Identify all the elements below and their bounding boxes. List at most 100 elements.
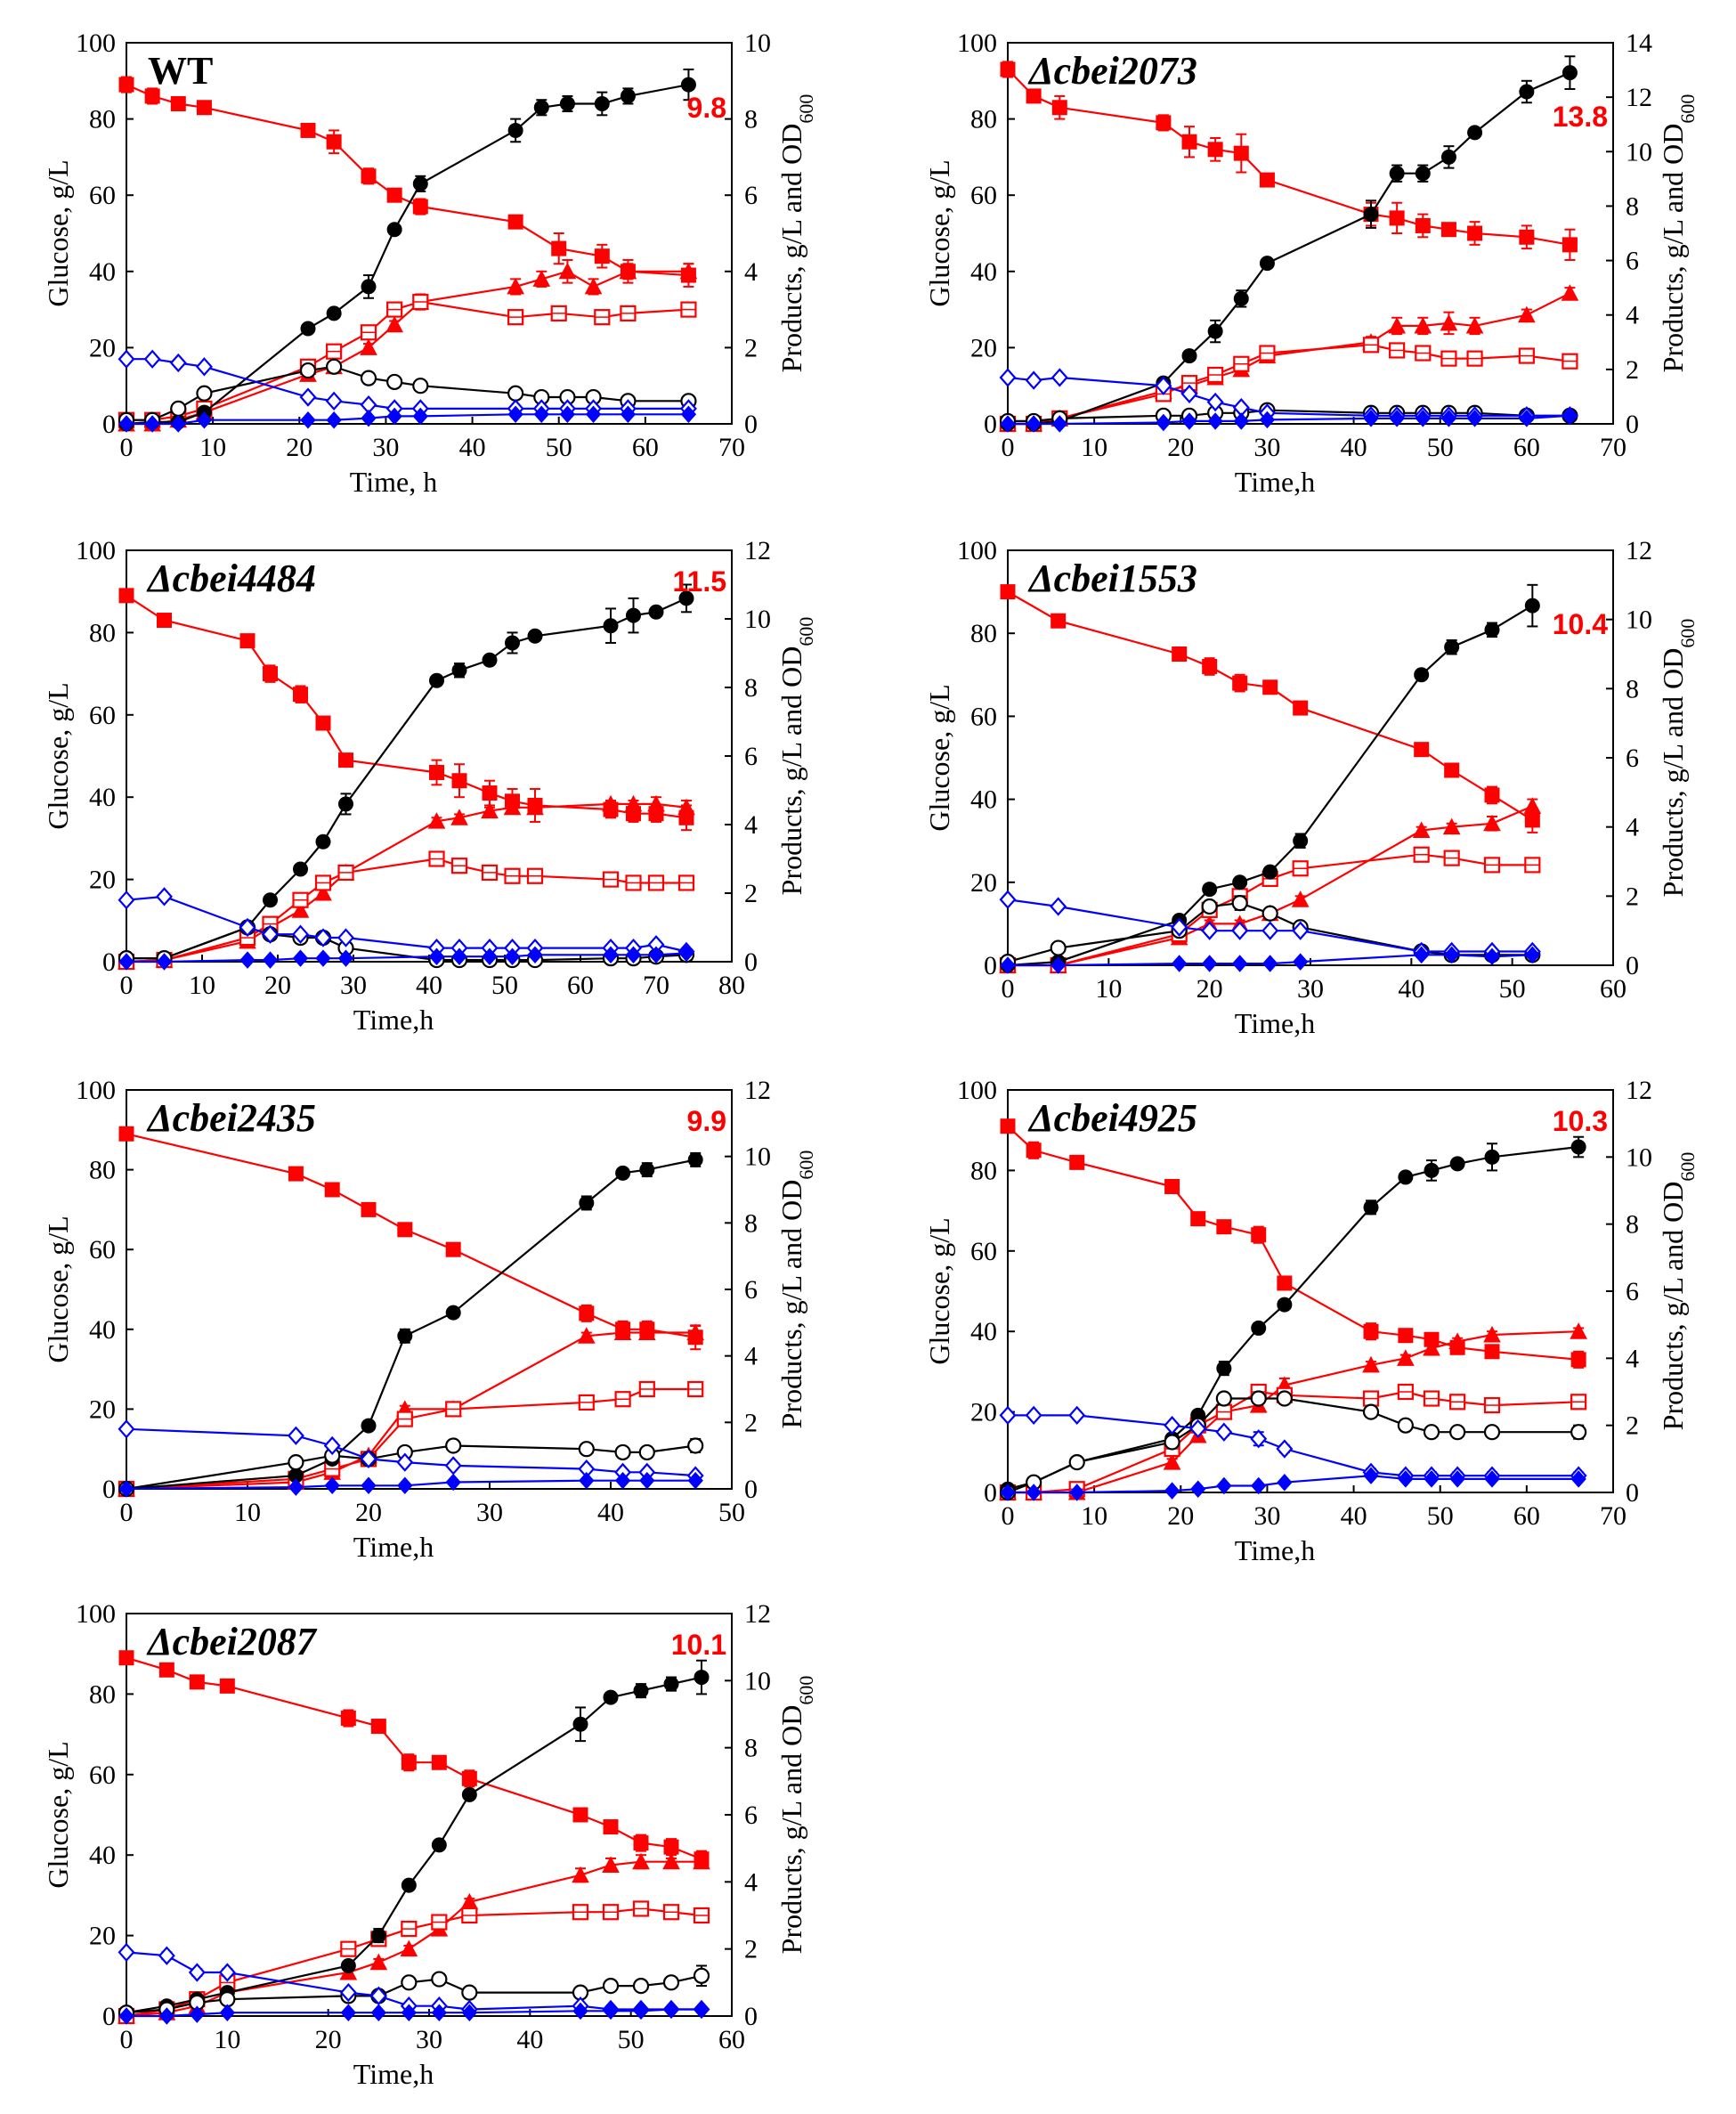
data-point <box>1251 1476 1267 1495</box>
x-tick-label: 10 <box>1081 433 1107 462</box>
data-point <box>158 1662 174 1678</box>
data-point <box>1293 700 1309 716</box>
data-point <box>1397 1417 1414 1434</box>
data-point <box>189 1674 205 1690</box>
data-point <box>503 798 522 816</box>
plot-frame <box>1007 42 1614 425</box>
data-point <box>481 801 499 819</box>
data-point <box>572 1716 588 1732</box>
x-axis-label: Time, h <box>350 466 437 498</box>
x-tick-label: 60 <box>1513 433 1540 462</box>
data-point <box>663 2000 679 2019</box>
data-point <box>1389 210 1405 226</box>
data-point <box>401 2004 418 2021</box>
data-point <box>397 1328 413 1344</box>
data-point <box>1413 946 1430 964</box>
data-point <box>507 122 523 138</box>
data-point <box>188 1963 206 1982</box>
strain-label: Δcbei2435 <box>146 1096 316 1140</box>
data-point <box>1484 787 1500 803</box>
data-point <box>386 222 402 238</box>
x-tick-label: 0 <box>1002 433 1015 462</box>
data-point <box>1415 217 1431 233</box>
data-point <box>1523 797 1542 814</box>
y2-tick-label: 12 <box>1626 1076 1652 1105</box>
y2-tick-label: 0 <box>744 410 758 439</box>
y2-axis-label-main: Products, g/L and OD <box>1657 648 1689 898</box>
data-point <box>1440 222 1456 238</box>
y2-tick-label: 8 <box>744 673 758 703</box>
y2-axis-label-main: Products, g/L and OD <box>775 1180 807 1429</box>
data-point <box>1000 415 1016 433</box>
data-point <box>1000 584 1016 600</box>
data-point <box>337 949 354 967</box>
data-point <box>1293 833 1309 849</box>
series-glucose <box>118 588 694 832</box>
x-tick-label: 50 <box>618 2025 645 2054</box>
y-tick-label: 20 <box>970 1398 997 1427</box>
series-line <box>1007 590 1533 821</box>
x-tick-label: 0 <box>1002 974 1015 1004</box>
data-point <box>1518 305 1536 323</box>
series-ethanol <box>1000 1467 1586 1501</box>
data-point <box>1261 905 1278 922</box>
y2-axis-label: Products, g/L and OD600 <box>775 1676 817 1955</box>
data-point <box>444 1456 462 1476</box>
y-tick-label: 100 <box>957 536 997 565</box>
x-axis-label: Time,h <box>1235 1007 1315 1039</box>
data-point <box>262 951 279 969</box>
data-point <box>1164 1416 1181 1435</box>
y2-axis-label-main: Products, g/L and OD <box>775 1705 807 1955</box>
series-butyric-acid <box>999 1390 1587 1501</box>
data-point <box>1449 1470 1465 1488</box>
data-point <box>325 391 343 411</box>
y2-axis-label-subscript: 600 <box>795 94 817 124</box>
data-point <box>1207 142 1223 158</box>
data-point <box>170 400 187 417</box>
final-od-value: 13.8 <box>1553 101 1608 133</box>
data-point <box>361 1201 377 1217</box>
data-point <box>1164 1178 1180 1194</box>
data-point <box>169 353 187 373</box>
series-ethanol <box>118 2000 710 2025</box>
data-point <box>633 1835 649 1851</box>
data-point <box>1190 1211 1206 1227</box>
data-point <box>1363 1467 1379 1484</box>
x-axis-label: Time,h <box>353 1531 434 1563</box>
data-point <box>1362 1355 1380 1373</box>
data-point <box>263 666 278 682</box>
x-tick-label: 70 <box>1600 1501 1626 1531</box>
x-tick-label: 40 <box>1341 1501 1367 1531</box>
x-axis-label: Time,h <box>1235 466 1315 498</box>
x-tick-label: 20 <box>286 433 312 462</box>
y2-axis-label: Products, g/L and OD600 <box>775 617 817 896</box>
y-tick-label: 0 <box>102 947 116 977</box>
data-point <box>1207 323 1223 339</box>
data-point <box>614 1471 631 1490</box>
data-point <box>369 1986 387 2006</box>
data-point <box>1026 415 1042 433</box>
data-point <box>1206 392 1224 412</box>
data-point <box>1181 412 1197 430</box>
data-point <box>118 1126 134 1142</box>
data-point <box>1232 675 1248 691</box>
x-tick-label: 60 <box>1513 1501 1540 1531</box>
data-point <box>1424 1162 1440 1178</box>
data-point <box>144 88 160 104</box>
y2-tick-label: 2 <box>744 1408 758 1437</box>
data-point <box>1442 817 1461 835</box>
y-tick-label: 0 <box>102 410 116 439</box>
series-line <box>126 597 687 960</box>
data-point <box>338 796 353 812</box>
data-point <box>1171 917 1188 937</box>
data-point <box>614 1443 631 1461</box>
data-point <box>1181 348 1197 364</box>
x-tick-label: 0 <box>1002 1501 1015 1531</box>
y2-tick-label: 10 <box>744 605 771 634</box>
data-point <box>1423 1338 1440 1356</box>
y2-axis-label-main: Products, g/L and OD <box>775 646 807 896</box>
x-tick-label: 40 <box>597 1498 624 1527</box>
data-point <box>1262 864 1278 880</box>
data-point <box>1440 313 1458 331</box>
data-point <box>1207 412 1223 430</box>
